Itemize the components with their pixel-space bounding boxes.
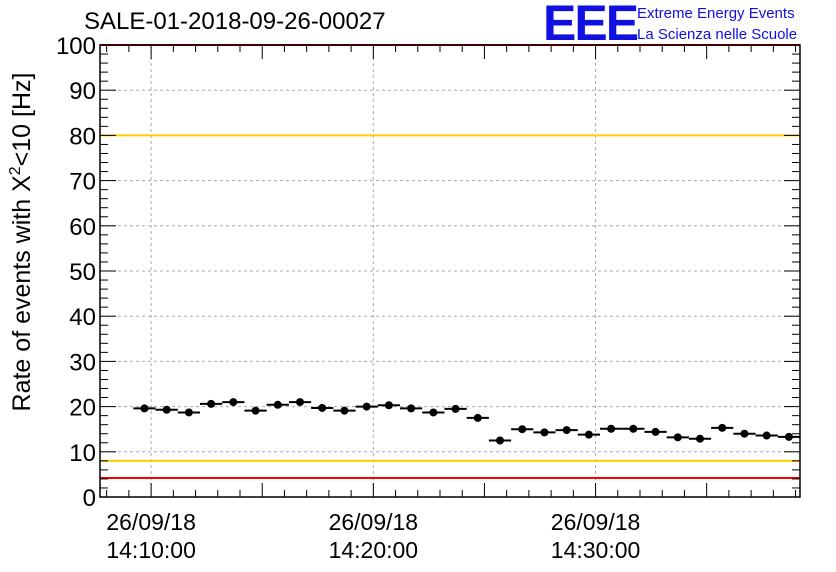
y-tick-label: 80 [69, 123, 96, 150]
data-point [251, 406, 260, 415]
data-point [784, 432, 793, 441]
y-tick-label: 10 [69, 440, 96, 467]
data-point [584, 430, 593, 439]
data-point [273, 400, 282, 409]
y-tick-label: 70 [69, 169, 96, 196]
data-point [184, 408, 193, 417]
y-tick-label: 30 [69, 349, 96, 376]
data-point [651, 427, 660, 436]
logo-text-line-1: Extreme Energy Events [637, 5, 795, 22]
x-tick-date: 26/09/18 [329, 509, 419, 535]
x-tick-time: 14:30:00 [551, 537, 641, 563]
data-point [429, 408, 438, 417]
data-point [518, 425, 527, 434]
data-point [407, 404, 416, 413]
data-point [207, 399, 216, 408]
data-point [673, 433, 682, 442]
data-point [696, 434, 704, 443]
y-tick-label: 0 [83, 485, 96, 512]
eee-logo: EEE [543, 0, 639, 51]
data-point [496, 436, 504, 445]
data-point [473, 413, 482, 422]
y-axis-label: Rate of events with X2<10 [Hz] [7, 73, 36, 412]
data-point [562, 426, 571, 435]
x-tick-date: 26/09/18 [106, 509, 196, 535]
data-point [451, 404, 460, 413]
y-tick-label: 100 [56, 33, 96, 60]
y-tick-label: 90 [69, 78, 96, 105]
y-tick-label: 50 [69, 259, 96, 286]
data-point [229, 398, 238, 407]
data-point [607, 424, 616, 433]
data-point [162, 405, 171, 414]
x-tick-date: 26/09/18 [551, 509, 641, 535]
y-tick-label: 40 [69, 304, 96, 331]
data-point [318, 403, 327, 412]
data-point [629, 424, 638, 433]
data-point [762, 431, 771, 440]
x-tick-time: 14:10:00 [106, 537, 196, 563]
data-point [540, 428, 549, 437]
data-point [362, 402, 371, 411]
logo-text-line-2: La Scienza nelle Scuole [637, 26, 798, 43]
axes: 010203040506070809010026/09/1814:10:0026… [56, 33, 801, 563]
chart-title: SALE-01-2018-09-26-00027 [84, 8, 386, 35]
x-tick-time: 14:20:00 [329, 537, 419, 563]
data-point [140, 404, 149, 413]
y-tick-label: 20 [69, 395, 96, 422]
y-tick-label: 60 [69, 214, 96, 241]
grid-lines [100, 45, 800, 497]
data-point [740, 429, 749, 438]
data-point [718, 423, 727, 432]
data-point [340, 406, 349, 415]
data-point [384, 401, 393, 410]
reference-lines [100, 44, 800, 480]
data-points [133, 398, 800, 445]
data-point [296, 398, 304, 407]
